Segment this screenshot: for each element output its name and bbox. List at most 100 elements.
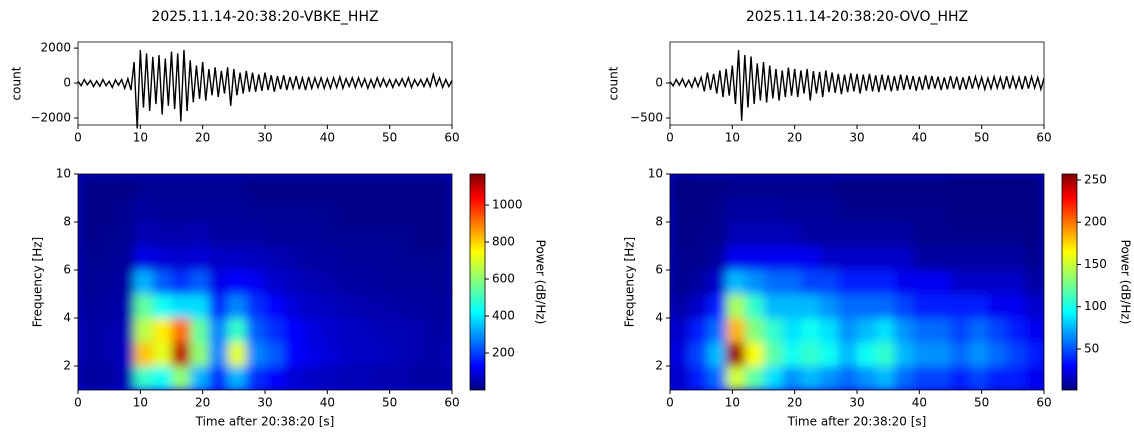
heatmap-cell xyxy=(894,198,914,223)
heatmap-cell xyxy=(763,222,783,247)
y-tick-label: 2 xyxy=(63,359,71,373)
heatmap-cell xyxy=(246,366,266,390)
heatmap-cell xyxy=(670,246,690,271)
heatmap-cell xyxy=(782,198,802,223)
heatmap-cell xyxy=(726,222,746,247)
heatmap-cell xyxy=(227,342,247,367)
heatmap-cell xyxy=(875,318,895,343)
x-tick-label: 40 xyxy=(912,396,927,410)
heatmap-cell xyxy=(208,198,229,223)
x-tick-label: 50 xyxy=(974,396,989,410)
heatmap-cell xyxy=(115,270,135,295)
heatmap-cell xyxy=(358,294,378,319)
heatmap-cell xyxy=(726,366,746,390)
heatmap-cell xyxy=(931,222,951,247)
heatmap-cell xyxy=(987,294,1008,319)
heatmap-cell xyxy=(744,198,764,223)
heatmap-cell xyxy=(875,246,895,271)
heatmap-cell xyxy=(726,198,746,223)
waveform xyxy=(669,50,1045,121)
y-tick-label: 0 xyxy=(63,76,71,90)
heatmap-cell xyxy=(707,222,727,247)
heatmap-cell xyxy=(339,198,359,223)
heatmap-cell xyxy=(171,366,191,390)
heatmap-cell xyxy=(433,318,452,343)
heatmap-cell xyxy=(414,318,434,343)
heatmap-cell xyxy=(358,246,378,271)
y-tick-label: 2 xyxy=(655,359,663,373)
heatmap-cell xyxy=(1025,366,1044,390)
heatmap-cell xyxy=(931,174,951,199)
chart-title: 2025.11.14-20:38:20-OVO_HHZ xyxy=(746,9,968,25)
heatmap-cell xyxy=(283,222,303,247)
heatmap-cell xyxy=(208,246,229,271)
heatmap-cell xyxy=(171,318,191,343)
x-tick-label: 10 xyxy=(133,396,148,410)
heatmap-cell xyxy=(358,342,378,367)
heatmap-cell xyxy=(377,294,397,319)
x-tick-label: 0 xyxy=(74,396,82,410)
heatmap-cell xyxy=(800,222,821,247)
axes-frame xyxy=(77,41,453,126)
heatmap-cell xyxy=(190,294,210,319)
heatmap-cell xyxy=(115,174,135,199)
heatmap-cell xyxy=(134,270,154,295)
x-tick-label: 60 xyxy=(1036,131,1051,145)
colorbar-tick-label: 100 xyxy=(1084,299,1107,313)
heatmap-cell xyxy=(246,222,266,247)
heatmap-cell xyxy=(414,366,434,390)
heatmap-cell xyxy=(969,342,989,367)
heatmap-cell xyxy=(1006,270,1026,295)
heatmap-cell xyxy=(763,174,783,199)
heatmap-cell xyxy=(208,366,229,390)
heatmap-cell xyxy=(265,318,285,343)
colorbar-tick-label: 50 xyxy=(1084,341,1099,355)
heatmap-cell xyxy=(950,342,970,367)
heatmap-cell xyxy=(96,270,116,295)
heatmap-cell xyxy=(744,294,764,319)
heatmap-cell xyxy=(875,294,895,319)
y-tick-label: 4 xyxy=(655,311,663,325)
heatmap-cell xyxy=(782,246,802,271)
heatmap-cell xyxy=(171,198,191,223)
heatmap-cell xyxy=(707,342,727,367)
heatmap-cell xyxy=(1006,342,1026,367)
heatmap-cell xyxy=(819,198,839,223)
y-tick-label: 10 xyxy=(648,167,663,181)
heatmap-cell xyxy=(208,318,229,343)
heatmap-cell xyxy=(283,198,303,223)
heatmap-cell xyxy=(987,342,1008,367)
heatmap-cell xyxy=(950,198,970,223)
heatmap-cell xyxy=(208,342,229,367)
heatmap-cell xyxy=(339,366,359,390)
heatmap-clip xyxy=(670,174,1044,390)
heatmap-cell xyxy=(726,174,746,199)
heatmap-cell xyxy=(395,318,416,343)
x-tick-label: 40 xyxy=(320,396,335,410)
heatmap-cell xyxy=(800,270,821,295)
heatmap-cell xyxy=(302,246,322,271)
heatmap-cell xyxy=(1025,198,1044,223)
heatmap-cell xyxy=(800,342,821,367)
heatmap-cell xyxy=(969,366,989,390)
heatmap-cell xyxy=(321,198,341,223)
heatmap-cell xyxy=(670,222,690,247)
heatmap-cell xyxy=(913,270,933,295)
heatmap-cell xyxy=(782,366,802,390)
heatmap-cell xyxy=(134,198,154,223)
heatmap-cell xyxy=(190,342,210,367)
heatmap-cell xyxy=(670,198,690,223)
heatmap-cell xyxy=(152,246,172,271)
heatmap-cell xyxy=(838,366,858,390)
x-tick-label: 10 xyxy=(725,396,740,410)
heatmap-cell xyxy=(857,318,877,343)
heatmap-cell xyxy=(670,366,690,390)
heatmap-cell xyxy=(969,174,989,199)
heatmap-cell xyxy=(744,222,764,247)
heatmap-cell xyxy=(302,198,322,223)
x-tick-label: 50 xyxy=(974,131,989,145)
heatmap-cell xyxy=(134,294,154,319)
heatmap-cell xyxy=(875,342,895,367)
heatmap-cell xyxy=(894,342,914,367)
